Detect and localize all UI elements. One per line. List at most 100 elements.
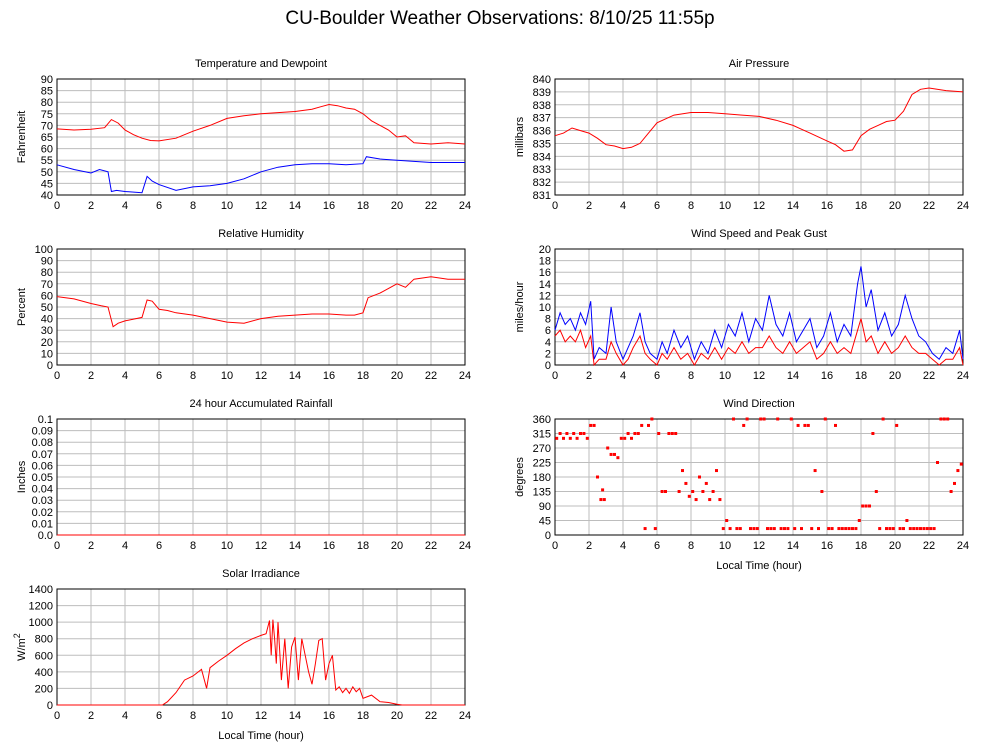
x-tick-label: 6 [654, 370, 660, 382]
data-point [572, 432, 576, 435]
data-point [800, 527, 803, 531]
x-tick-label: 2 [88, 540, 94, 552]
data-point [633, 432, 637, 435]
data-point [929, 527, 933, 531]
data-point [834, 423, 837, 427]
data-point [755, 527, 759, 531]
y-tick-label: 315 [533, 429, 551, 441]
y-tick-label: 831 [533, 190, 551, 202]
data-point [759, 417, 763, 421]
chart-wind: Wind Speed and Peak Gust0246810121416182… [514, 228, 969, 382]
data-point [623, 436, 627, 440]
x-tick-label: 12 [753, 540, 765, 552]
data-point [789, 417, 793, 421]
y-tick-label: 8 [545, 314, 551, 326]
x-tick-label: 8 [190, 200, 196, 212]
data-point [585, 436, 589, 440]
data-point [891, 527, 895, 531]
data-point [776, 417, 780, 421]
y-tick-label: 1000 [29, 617, 53, 629]
x-tick-label: 14 [787, 200, 799, 212]
data-point [851, 527, 854, 531]
y-tick-label: 70 [41, 279, 53, 291]
y-tick-label: 80 [41, 97, 53, 109]
data-point [830, 527, 834, 531]
data-point [840, 527, 844, 531]
x-tick-label: 20 [391, 370, 403, 382]
data-point [803, 423, 807, 427]
y-axis-label-sup: 2 [12, 633, 22, 638]
x-tick-label: 16 [821, 540, 833, 552]
data-point [725, 519, 729, 522]
y-axis-label: Percent [16, 288, 28, 326]
x-tick-label: 8 [190, 540, 196, 552]
data-point [895, 423, 899, 427]
x-tick-label: 4 [122, 370, 128, 382]
data-point [908, 527, 912, 531]
data-point [602, 498, 606, 502]
plot-frame [56, 588, 466, 706]
x-tick-label: 20 [889, 200, 901, 212]
y-tick-label: 90 [41, 256, 53, 268]
x-tick-label: 0 [552, 200, 558, 212]
x-tick-label: 22 [923, 370, 935, 382]
data-point [925, 527, 929, 531]
x-tick-label: 6 [654, 200, 660, 212]
y-tick-label: 0 [545, 530, 551, 542]
y-tick-label: 60 [41, 144, 53, 156]
x-tick-label: 22 [425, 200, 437, 212]
y-tick-label: 270 [533, 443, 551, 455]
x-tick-label: 6 [156, 370, 162, 382]
data-point [881, 417, 885, 421]
data-point [718, 498, 722, 502]
data-point [735, 527, 739, 531]
data-point [687, 494, 691, 498]
data-point [922, 527, 926, 531]
x-tick-label: 6 [654, 540, 660, 552]
x-tick-label: 12 [753, 370, 765, 382]
y-tick-label: 60 [41, 290, 53, 302]
y-tick-label: 75 [41, 109, 53, 121]
y-tick-label: 835 [533, 138, 551, 150]
data-point [783, 527, 786, 531]
x-tick-label: 22 [923, 540, 935, 552]
x-tick-label: 4 [122, 710, 128, 722]
data-point [684, 481, 688, 485]
data-point [636, 432, 640, 435]
y-tick-label: 100 [35, 244, 53, 256]
x-tick-label: 24 [459, 370, 471, 382]
data-point [728, 527, 732, 531]
x-tick-label: 0 [552, 370, 558, 382]
series-line-1 [56, 156, 465, 194]
x-tick-label: 0 [54, 710, 60, 722]
x-tick-label: 12 [753, 200, 765, 212]
data-point [619, 436, 623, 440]
x-tick-label: 2 [586, 200, 592, 212]
data-point [939, 417, 943, 421]
y-tick-label: 20 [539, 244, 551, 256]
y-tick-label: 0.01 [32, 518, 53, 530]
y-tick-label: 0.07 [32, 449, 53, 461]
x-tick-label: 10 [221, 710, 233, 722]
data-point [609, 452, 613, 456]
data-point [653, 527, 657, 531]
x-tick-label: 24 [459, 540, 471, 552]
y-tick-label: 40 [41, 190, 53, 202]
x-tick-label: 14 [787, 370, 799, 382]
x-tick-label: 8 [190, 370, 196, 382]
data-point [715, 469, 718, 473]
data-point [579, 432, 582, 435]
data-point [942, 417, 946, 421]
y-tick-label: 834 [533, 151, 551, 163]
x-tick-label: 10 [221, 540, 233, 552]
y-axis-label: Fahrenheit [16, 111, 28, 164]
data-point [915, 527, 919, 531]
data-point [708, 498, 712, 502]
data-point [871, 432, 875, 435]
x-tick-label: 16 [323, 370, 335, 382]
data-point [936, 461, 939, 464]
x-tick-label: 8 [688, 540, 694, 552]
y-tick-label: 180 [533, 472, 551, 484]
x-tick-label: 10 [221, 200, 233, 212]
data-point [601, 488, 605, 492]
